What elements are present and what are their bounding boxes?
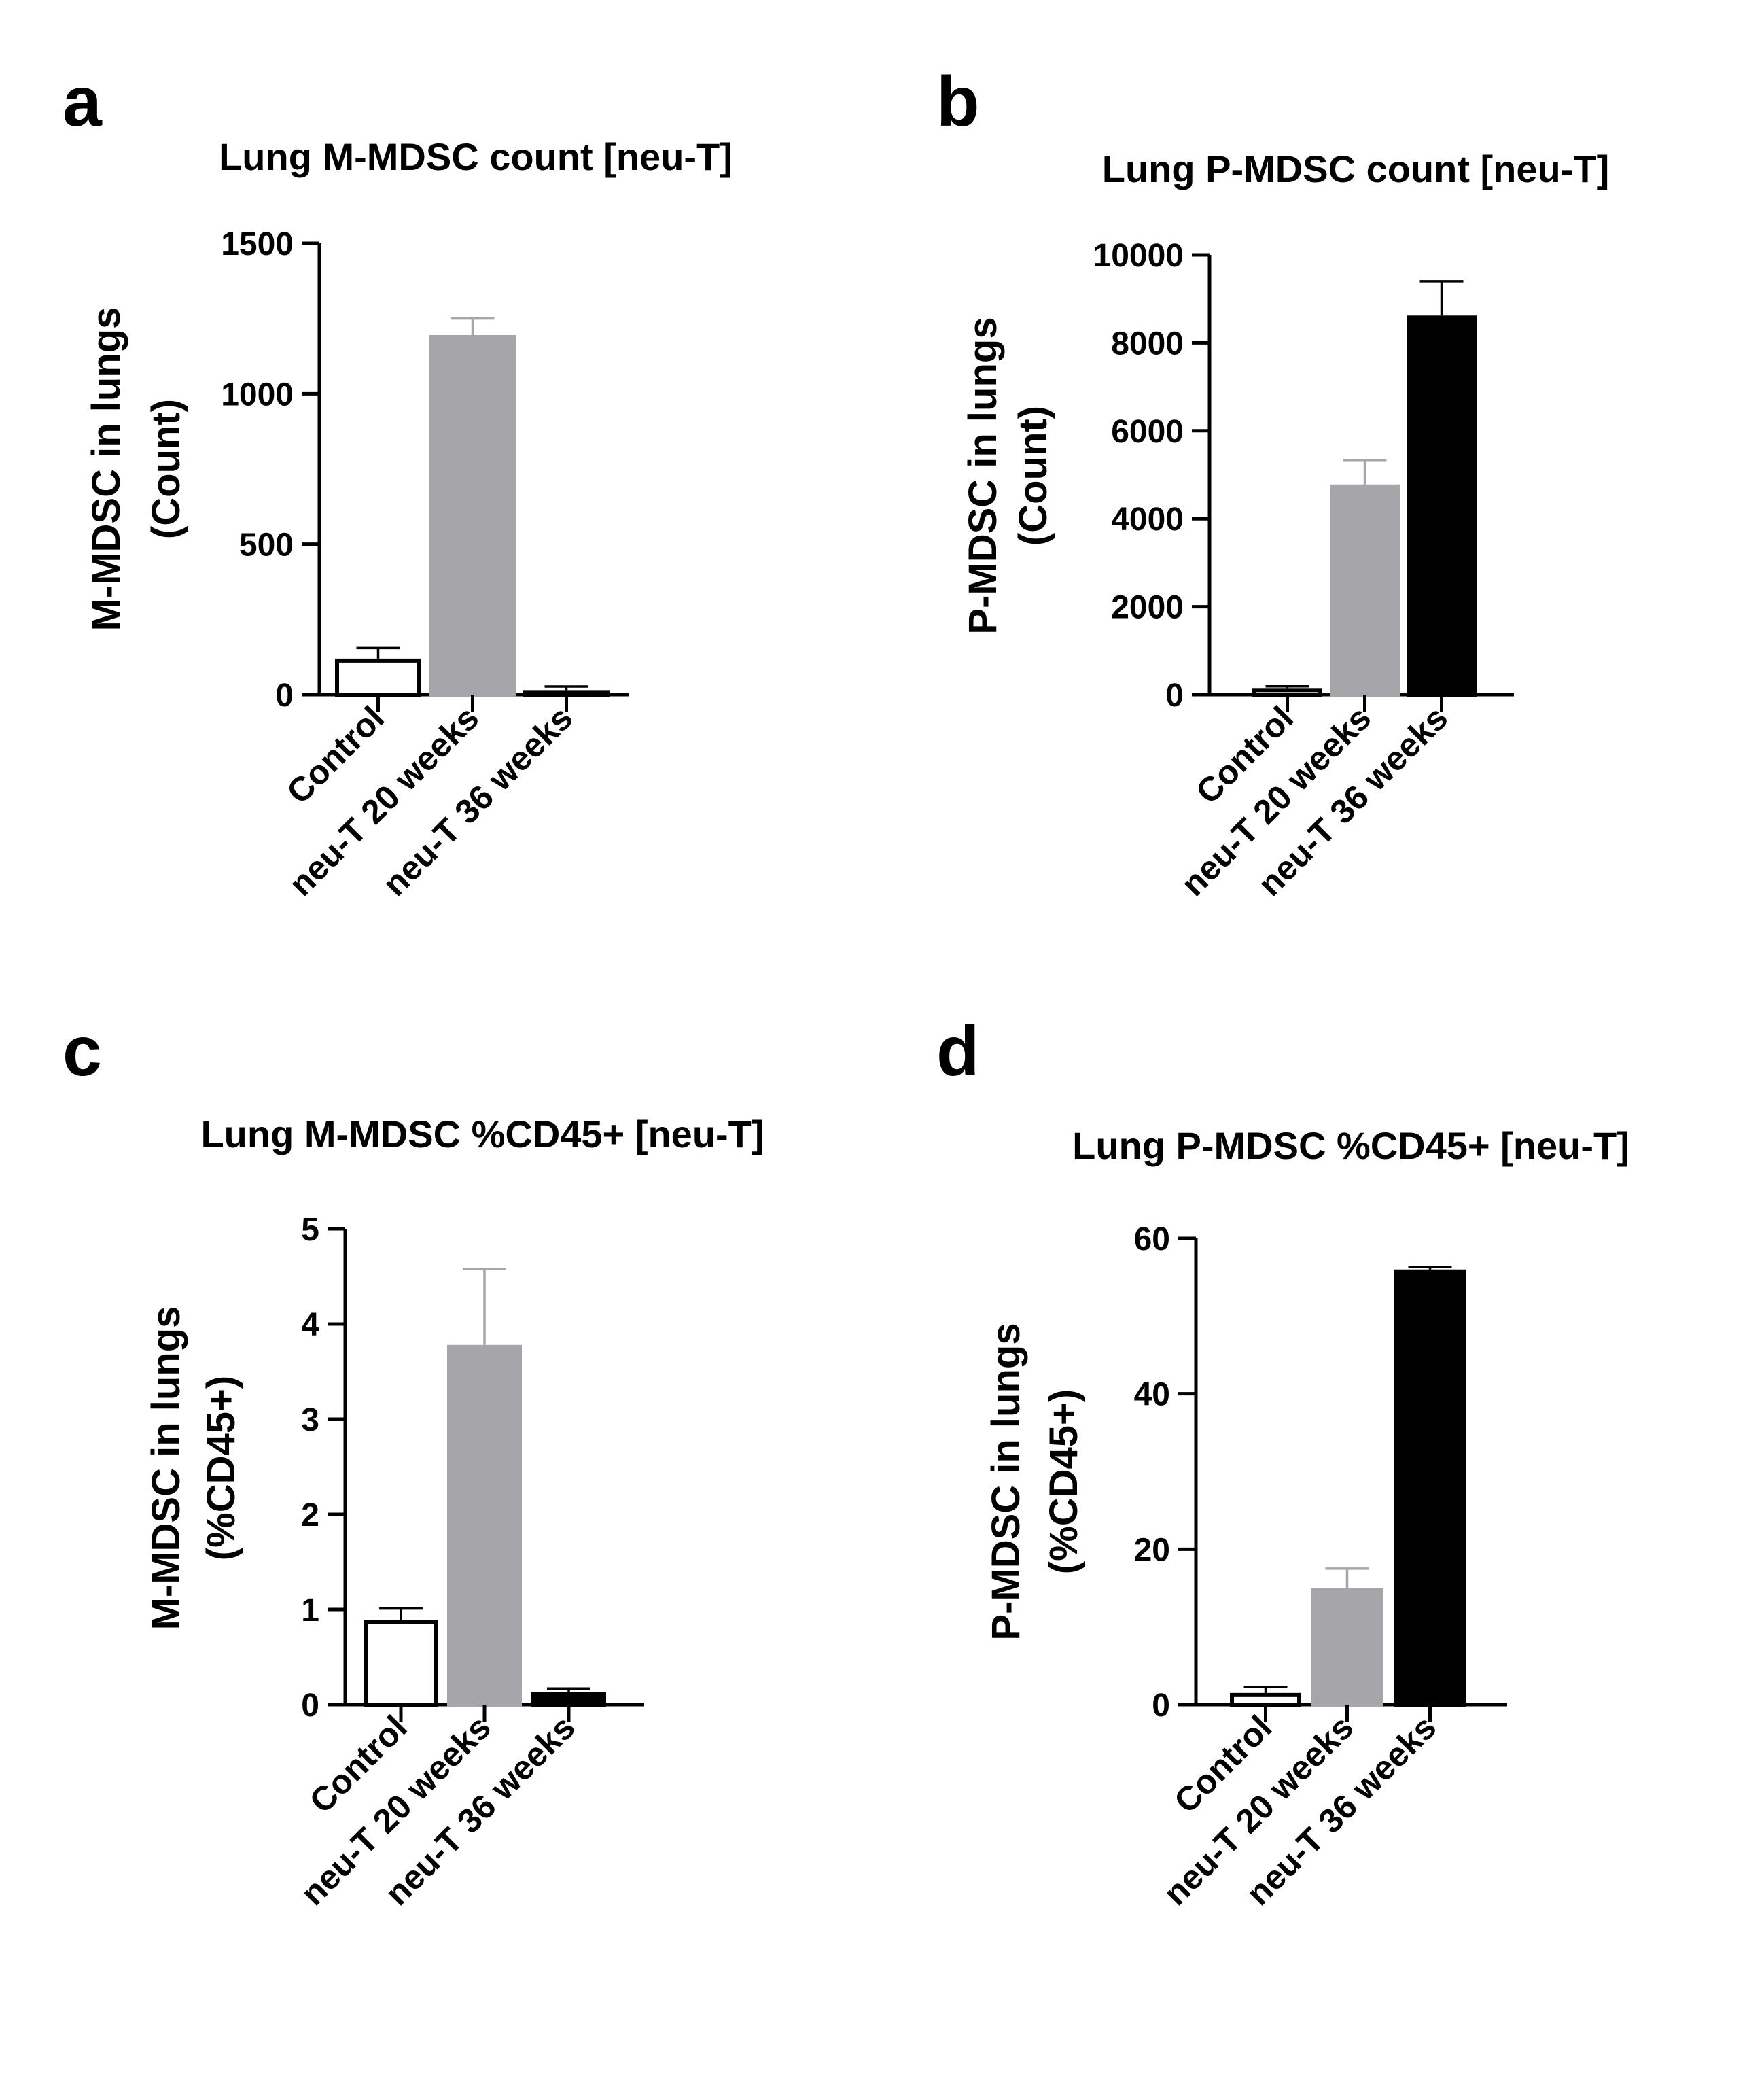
y-axis-label: M-MDSC in lungs [84, 307, 128, 631]
chart-title: Lung P-MDSC %CD45+ [neu-T] [1072, 1124, 1629, 1167]
y-tick-label: 1000 [221, 377, 294, 413]
y-axis-label: M-MDSC in lungs [144, 1306, 188, 1631]
y-tick-label: 60 [1134, 1221, 1170, 1257]
chart-panel-a: a Lung M-MDSC count [neu-T] M-MDSC in lung… [63, 63, 733, 903]
y-tick-label: 5 [301, 1212, 319, 1248]
y-axis-label: P-MDSC in lungs [984, 1323, 1028, 1640]
chart-title: Lung M-MDSC %CD45+ [neu-T] [200, 1113, 764, 1155]
y-tick-label: 0 [275, 678, 294, 714]
y-axis-label: P-MDSC in lungs [961, 317, 1005, 634]
y-axis-label: (%CD45+) [199, 1376, 243, 1561]
chart-title: Lung P-MDSC count [neu-T] [1102, 147, 1610, 190]
y-tick-label: 2000 [1111, 590, 1184, 626]
panel-letter: c [63, 1012, 102, 1091]
y-axis-label: (Count) [144, 399, 188, 539]
y-tick-label: 8000 [1111, 326, 1184, 362]
bar [447, 1344, 522, 1707]
y-axis-label: (%CD45+) [1042, 1389, 1086, 1574]
panel-letter: d [936, 1012, 980, 1091]
y-tick-label: 0 [1165, 678, 1184, 714]
panel-letter: b [936, 63, 980, 141]
chart-title: Lung M-MDSC count [neu-T] [219, 135, 733, 178]
y-tick-label: 20 [1134, 1532, 1170, 1568]
bar [1330, 484, 1400, 697]
bar [531, 1692, 606, 1707]
bar [364, 1620, 438, 1707]
bar [1407, 315, 1477, 697]
bar [523, 690, 610, 697]
chart-panel-c: c Lung M-MDSC %CD45+ [neu-T] M-MDSC in lun… [63, 1012, 764, 1913]
y-tick-label: 0 [1152, 1688, 1170, 1724]
y-tick-label: 4000 [1111, 502, 1184, 538]
y-tick-label: 1 [301, 1592, 319, 1629]
bar [1311, 1588, 1383, 1707]
bar [1252, 688, 1322, 697]
y-tick-label: 4 [301, 1307, 319, 1343]
y-tick-label: 3 [301, 1402, 319, 1438]
bar [1394, 1269, 1466, 1707]
y-tick-label: 10000 [1093, 238, 1184, 274]
y-tick-label: 1500 [221, 226, 294, 262]
y-axis-label: (Count) [1011, 406, 1055, 546]
panel-letter: a [63, 63, 103, 141]
chart-panel-d: d Lung P-MDSC %CD45+ [neu-T] P-MDSC in lun… [936, 1012, 1629, 1913]
y-tick-label: 2 [301, 1497, 319, 1533]
y-tick-label: 0 [301, 1688, 319, 1724]
bar [429, 335, 516, 697]
y-tick-label: 500 [239, 527, 294, 563]
bar [1230, 1692, 1301, 1707]
bar [335, 658, 421, 697]
chart-panel-b: b Lung P-MDSC count [neu-T] P-MDSC in lung… [936, 63, 1609, 903]
y-tick-label: 40 [1134, 1377, 1170, 1413]
y-tick-label: 6000 [1111, 414, 1184, 450]
